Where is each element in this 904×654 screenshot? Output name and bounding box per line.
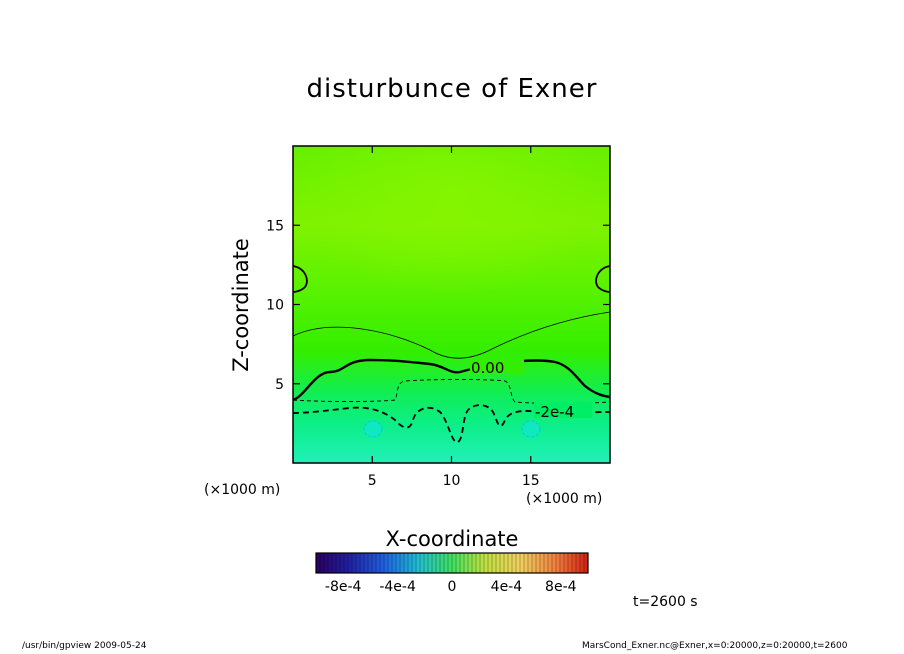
x-unit-label-left: (×1000 m) — [204, 482, 281, 498]
contour-label-bg-neg — [534, 402, 592, 418]
colorbar: -8e-4 -4e-4 0 4e-4 8e-4 — [315, 552, 589, 595]
chart-title: disturbunce of Exner — [306, 74, 598, 104]
contour-line-zero — [293, 358, 610, 402]
contour-line-positive — [293, 311, 610, 359]
axis-ticks: 5 10 15 5 10 15 — [266, 146, 610, 489]
contour-line-negative-bold — [293, 404, 610, 443]
y-tick-label: 5 — [275, 377, 284, 393]
colorbar-labels: -8e-4 -4e-4 0 4e-4 8e-4 — [325, 579, 577, 595]
plot-area — [293, 146, 610, 463]
contour-label-bg-zero — [470, 358, 524, 374]
contour-edge-right — [595, 265, 610, 293]
y-tick-label: 10 — [266, 298, 284, 314]
time-label: t=2600 s — [633, 594, 698, 610]
colorbar-frame — [315, 552, 589, 574]
contour-label-neg: -2e-4 — [535, 403, 574, 421]
x-tick-label: 10 — [443, 473, 461, 489]
colorbar-tick-label: 8e-4 — [545, 579, 577, 595]
colorbar-stripes — [319, 553, 585, 573]
minimum-contour-right — [521, 420, 541, 438]
colorbar-tick-label: -8e-4 — [325, 579, 362, 595]
colorbar-tick-label: 4e-4 — [491, 579, 523, 595]
x-tick-label: 5 — [368, 473, 377, 489]
colorbar-tick-label: 0 — [448, 579, 457, 595]
contour-label-zero: 0.00 — [471, 359, 504, 377]
y-tick-label: 15 — [266, 218, 284, 234]
minimum-contour-left — [363, 420, 383, 438]
colorbar-tick-label: -4e-4 — [379, 579, 416, 595]
x-tick-label: 15 — [522, 473, 540, 489]
footer-command: /usr/bin/gpview 2009-05-24 — [22, 641, 147, 651]
contour-edge-left — [293, 265, 308, 293]
footer-source: MarsCond_Exner.nc@Exner,x=0:20000,z=0:20… — [582, 641, 848, 651]
x-unit-label-right: (×1000 m) — [526, 491, 603, 507]
contour-labels: 0.00 -2e-4 — [470, 358, 592, 421]
upper-field-shading — [293, 146, 610, 346]
contour-line-negative-thin — [293, 379, 610, 404]
x-axis-label: X-coordinate — [385, 527, 519, 551]
